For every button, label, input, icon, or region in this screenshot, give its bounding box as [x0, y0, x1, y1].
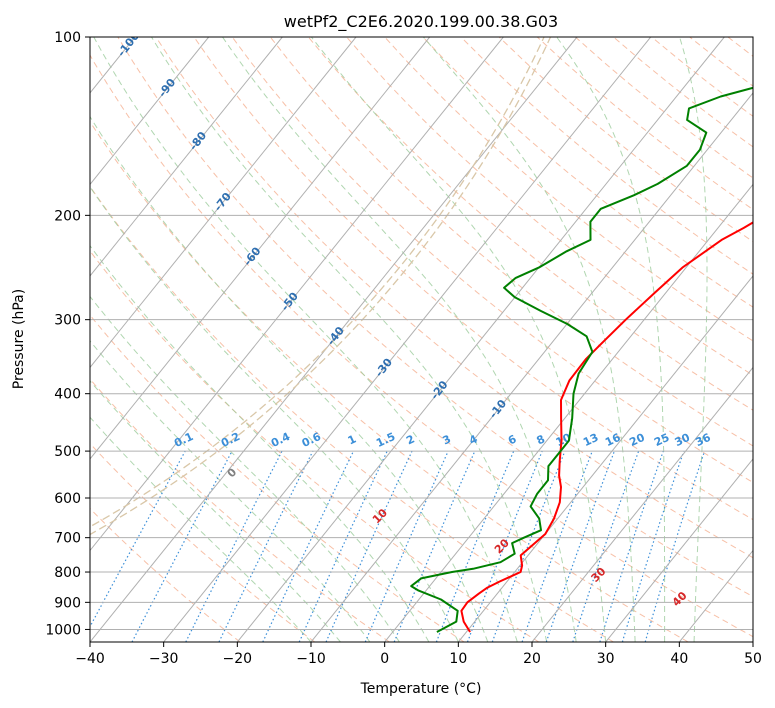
y-tick-label: 100: [54, 30, 81, 46]
y-tick-label: 200: [54, 208, 81, 224]
isotherm-line: [531, 366, 753, 642]
isotherm-line: [90, 37, 431, 460]
mixing-ratio-line: [521, 450, 593, 642]
isotherm-line: [90, 37, 283, 277]
mixing-ratio-line: [131, 450, 233, 642]
moist-adiabat-line: [93, 37, 518, 642]
y-tick-label: 900: [54, 595, 81, 611]
plot-frame: [89, 36, 754, 643]
dewpoint-profile: [410, 86, 753, 633]
mixing-ratio-label: 16: [603, 431, 623, 449]
y-tick-label: 600: [54, 491, 81, 507]
isotherm-line: [163, 37, 652, 642]
moist-adiabat-line: [90, 380, 341, 642]
y-axis-ticks: 100 200 300 400 500 600 700 800 900 1000: [45, 30, 90, 638]
chart-title: wetPf2_C2E6.2020.199.00.38.G03: [284, 12, 558, 32]
mixing-ratio-label: 10: [554, 431, 574, 449]
mixing-ratio-label: 25: [652, 431, 671, 449]
moist-adiabat-line: [90, 244, 430, 642]
mixing-ratio-line: [435, 450, 515, 642]
background-lines: [90, 37, 753, 642]
mixing-ratio-line: [218, 450, 314, 642]
mixing-ratio-line: [621, 450, 685, 642]
dry-adiabat-line: [269, 37, 753, 447]
x-tick-label: −10: [296, 651, 326, 667]
mixing-ratio-line: [491, 450, 566, 642]
x-tick-label: 40: [670, 651, 688, 667]
isotherm-line: [90, 37, 504, 552]
x-axis-ticks: −40 −30 −20 −10 0 10 20 30 40 50: [75, 642, 762, 667]
mixing-ratio-label: 20: [627, 431, 647, 449]
isotherm-line: [90, 37, 357, 369]
isotherm-line: [384, 183, 753, 642]
moist-adiabat-line: [90, 295, 400, 642]
dry-adiabat-line: [231, 37, 753, 483]
y-tick-label: 500: [54, 444, 81, 460]
moist-adiabat-line: [423, 37, 636, 642]
mixing-ratio-label: 30: [673, 431, 693, 449]
isotherm-line: [310, 92, 753, 642]
x-tick-label: 20: [523, 651, 541, 667]
mixing-ratio-line: [364, 450, 449, 642]
mixing-ratio-line: [599, 450, 664, 642]
isotherm-line: [605, 458, 753, 642]
mixing-ratio-label: 36: [693, 431, 713, 449]
y-axis-label: Pressure (hPa): [11, 289, 27, 389]
sounding-profiles: [410, 86, 753, 633]
moist-adiabat-line: [311, 37, 607, 642]
x-tick-label: −40: [75, 651, 105, 667]
y-tick-label: 1000: [45, 622, 81, 638]
x-tick-label: 50: [744, 651, 762, 667]
moist-adiabat-line: [90, 340, 371, 642]
moist-adiabat-line: [556, 37, 666, 642]
mixing-ratio-line: [90, 450, 186, 628]
dry-adiabat-line: [90, 120, 689, 642]
mixing-ratio-line: [644, 450, 706, 642]
x-tick-label: 10: [449, 651, 467, 667]
dry-adiabat-line: [308, 37, 753, 411]
dry-adiabat-line: [90, 378, 390, 642]
y-tick-label: 300: [54, 313, 81, 329]
dry-adiabat-line: [90, 185, 614, 642]
y-tick-label: 800: [54, 565, 81, 581]
mixing-ratio-line: [545, 450, 615, 642]
dry-adiabat-line: [90, 314, 465, 642]
pressure-gridlines: [90, 37, 753, 630]
moist-adiabat-line: [222, 37, 577, 642]
isotherm-line: [90, 37, 578, 642]
dry-adiabat-line: [90, 250, 540, 642]
moist-adiabat-line: [679, 37, 708, 642]
x-tick-label: 0: [380, 651, 389, 667]
mixing-ratio-line: [325, 450, 413, 642]
mixing-ratio-line: [572, 450, 640, 642]
isotherm-line: [90, 37, 210, 186]
mixing-ratio-line: [466, 450, 543, 642]
x-tick-label: 30: [597, 651, 615, 667]
x-tick-label: −20: [223, 651, 253, 667]
y-tick-label: 700: [54, 531, 81, 547]
mixing-ratio-label: 13: [581, 431, 600, 449]
isotherm-line: [236, 37, 725, 642]
isotherm-line: [457, 275, 753, 642]
y-tick-label: 400: [54, 387, 81, 403]
x-tick-label: −30: [149, 651, 179, 667]
temperature-profile: [460, 221, 753, 633]
dry-adiabat-line: [346, 37, 753, 376]
mixing-ratio-line: [185, 450, 283, 642]
x-axis-label: Temperature (°C): [360, 681, 482, 697]
